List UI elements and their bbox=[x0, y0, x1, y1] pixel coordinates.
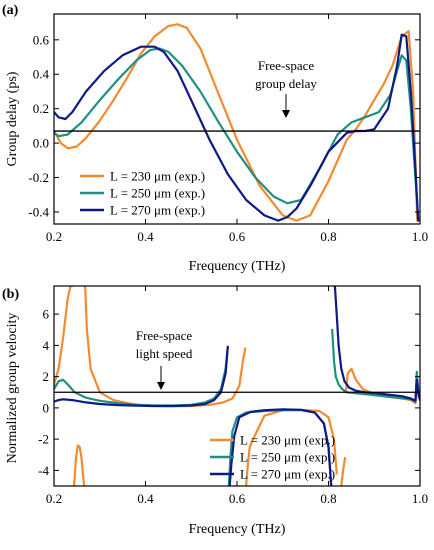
panel-a-y-tick-label: 0.0 bbox=[33, 136, 49, 151]
panel-b-series-1-line-seg-5 bbox=[250, 408, 338, 475]
panel-b-y-ticks: -4 -2 0 2 4 6 bbox=[38, 307, 420, 478]
panel-a-legend: L = 230 μm (exp.) L = 250 μm (exp.) L = 27… bbox=[80, 169, 205, 218]
panel-b-series bbox=[54, 286, 420, 486]
panel-b-series-1-line-seg-6 bbox=[340, 456, 347, 486]
panel-b-series-2-line-seg-3 bbox=[331, 328, 420, 403]
panel-b-series-3-line-seg-1 bbox=[54, 345, 229, 408]
panel-a-series-2-line bbox=[54, 47, 420, 222]
panel-a-annotation-arrow bbox=[282, 94, 290, 118]
panel-b-legend-label-2: L = 250 μm (exp.) bbox=[240, 450, 335, 465]
panel-a-y-tick-label: 0.2 bbox=[33, 101, 49, 116]
panel-a-x-tick-label: 0.8 bbox=[320, 229, 336, 244]
panel-a-legend-label-3: L = 270 μm (exp.) bbox=[110, 203, 205, 218]
panel-a-plot-frame bbox=[53, 13, 421, 225]
panel-b-series-1-line-seg-1 bbox=[54, 286, 74, 386]
panel-b-x-tick-label: 0.8 bbox=[320, 491, 336, 506]
panel-a-y-axis-label: Group delay (ps) bbox=[5, 71, 20, 166]
panel-a-x-axis-label: Frequency (THz) bbox=[189, 259, 286, 274]
panel-a-series-1-line bbox=[54, 23, 419, 222]
panel-a-y-ticks: -0.4 -0.2 0.0 0.2 0.4 0.6 bbox=[28, 32, 420, 219]
panel-b-x-tick-label: 0.6 bbox=[229, 491, 246, 506]
panel-b-series-1-line-seg-2 bbox=[72, 444, 86, 486]
panel-a-x-tick-label: 0.6 bbox=[229, 229, 246, 244]
panel-a-legend-label-1: L = 230 μm (exp.) bbox=[110, 169, 205, 184]
panel-a-label: (a) bbox=[2, 3, 19, 18]
panel-b-x-tick-label: 1.0 bbox=[412, 491, 428, 506]
panel-a-legend-label-2: L = 250 μm (exp.) bbox=[110, 186, 205, 201]
panel-b-y-tick-label: -2 bbox=[38, 432, 49, 447]
panel-b-plot-frame bbox=[53, 285, 421, 487]
panel-a-y-tick-label: 0.6 bbox=[33, 32, 50, 47]
panel-b-y-tick-label: 0 bbox=[43, 400, 50, 415]
panel-b-legend-label-1: L = 230 μm (exp.) bbox=[240, 433, 335, 448]
panel-b-annotation-arrow bbox=[157, 366, 165, 390]
panel-b-y-tick-label: 4 bbox=[43, 338, 50, 353]
panel-b-annotation-line1: Free-space bbox=[136, 328, 193, 343]
panel-b-legend-label-3: L = 270 μm (exp.) bbox=[240, 467, 335, 482]
panel-b-x-tick-label: 0.2 bbox=[46, 491, 62, 506]
panel-a-y-tick-label: -0.4 bbox=[28, 204, 49, 219]
panel-b-x-ticks: 0.2 0.4 0.6 0.8 1.0 bbox=[46, 286, 428, 506]
panel-a-x-tick-label: 0.4 bbox=[137, 229, 154, 244]
panel-a-y-tick-label: 0.4 bbox=[33, 67, 50, 82]
panel-b-x-axis-label: Frequency (THz) bbox=[189, 522, 286, 537]
panel-a-series bbox=[54, 23, 420, 222]
panel-b-y-tick-label: -4 bbox=[38, 463, 49, 478]
panel-a: (a) 0.2 0.4 0.6 0.8 1.0 -0.4 -0.2 0.0 0.2 0.4 0.6… bbox=[2, 3, 428, 274]
panel-a-x-tick-label: 0.2 bbox=[46, 229, 62, 244]
panel-b-y-axis-label: Normalized group velocity bbox=[5, 313, 20, 464]
panel-b-x-tick-label: 0.4 bbox=[137, 491, 154, 506]
panel-b-series-1-line-seg-4 bbox=[245, 441, 253, 486]
panel-b-label: (b) bbox=[2, 287, 19, 302]
panel-b-y-tick-label: 6 bbox=[43, 307, 50, 322]
panel-a-x-tick-label: 1.0 bbox=[412, 229, 428, 244]
panel-b-y-tick-label: 2 bbox=[43, 369, 50, 384]
panel-a-x-ticks: 0.2 0.4 0.6 0.8 1.0 bbox=[46, 14, 428, 244]
panel-b-annotation-line2: light speed bbox=[136, 346, 193, 361]
panel-a-y-tick-label: -0.2 bbox=[28, 170, 49, 185]
panel-a-annotation-line2: group delay bbox=[255, 76, 317, 91]
panel-a-annotation-line1: Free-space bbox=[258, 58, 315, 73]
panel-b-legend: L = 230 μm (exp.) L = 250 μm (exp.) L = 27… bbox=[210, 433, 335, 482]
panel-a-series-3-line bbox=[54, 33, 420, 222]
